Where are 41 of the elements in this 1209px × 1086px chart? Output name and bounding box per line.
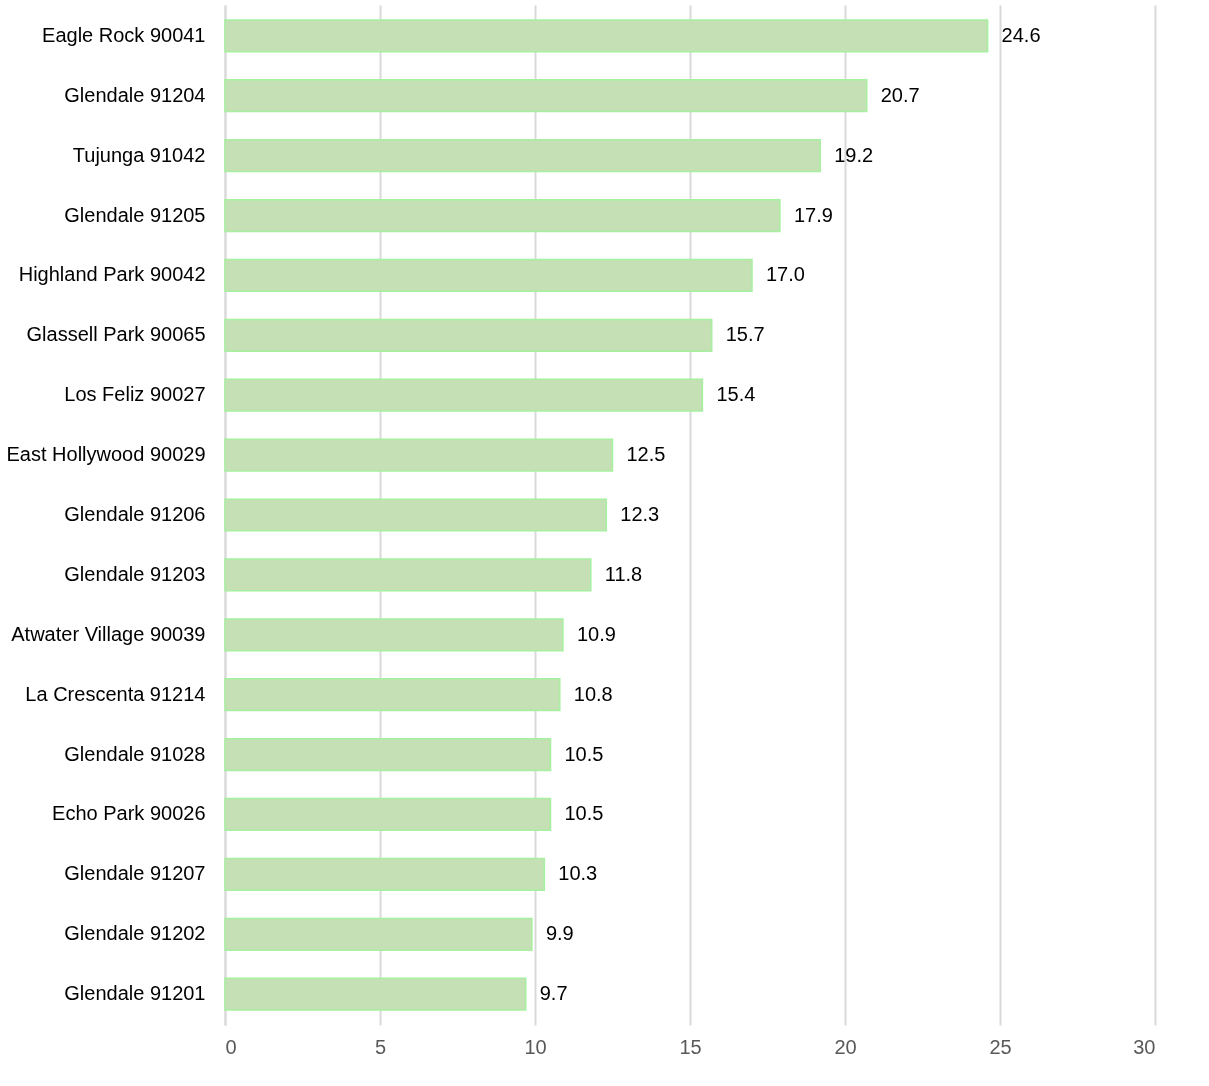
- data-label: 20.7: [880, 83, 920, 106]
- data-label: 10.8: [573, 682, 613, 705]
- y-tick-label: Glendale 91207: [64, 862, 206, 885]
- y-tick-label: East Hollywood 90029: [6, 443, 206, 466]
- data-label: 15.4: [716, 383, 756, 406]
- data-label: 17.9: [793, 203, 833, 226]
- y-tick-label: Glendale 91204: [64, 83, 206, 106]
- y-tick-label: Atwater Village 90039: [11, 622, 206, 645]
- y-tick-label: Eagle Rock 90041: [42, 23, 206, 46]
- data-label: 10.5: [564, 802, 604, 825]
- y-tick-label: La Crescenta 91214: [25, 682, 206, 705]
- x-tick-label: 5: [374, 1035, 387, 1058]
- data-label: 10.3: [558, 862, 598, 885]
- data-label: 12.5: [626, 443, 666, 466]
- data-label: 15.7: [725, 323, 765, 346]
- x-tick-label: 30: [1133, 1035, 1156, 1058]
- y-tick-label: Glendale 91202: [64, 922, 206, 945]
- y-tick-label: Glendale 91028: [64, 742, 206, 765]
- y-tick-label: Glendale 91205: [64, 203, 206, 226]
- y-tick-label: Glassell Park 90065: [26, 323, 206, 346]
- x-tick-label: 25: [989, 1035, 1012, 1058]
- y-tick-label: Glendale 91201: [64, 982, 206, 1005]
- data-label: 17.0: [766, 263, 805, 286]
- y-tick-label: Echo Park 90026: [52, 802, 206, 825]
- data-label: 24.6: [1001, 23, 1041, 46]
- data-label: 11.8: [604, 562, 643, 585]
- y-tick-label: Highland Park 90042: [18, 263, 206, 286]
- data-label: 19.2: [834, 143, 874, 166]
- data-label: 12.3: [620, 503, 660, 525]
- x-tick-label: 10: [524, 1035, 547, 1058]
- x-tick-label: 20: [834, 1035, 857, 1058]
- y-tick-label: Glendale 91203: [64, 562, 206, 585]
- y-tick-label: Tujunga 91042: [72, 143, 206, 166]
- data-label: 10.5: [564, 742, 604, 765]
- y-tick-label: Glendale 91206: [64, 503, 206, 525]
- y-tick-label: Los Feliz 90027: [64, 383, 206, 406]
- x-tick-label: 0: [225, 1035, 237, 1058]
- x-tick-label: 15: [679, 1035, 702, 1058]
- data-label: 9.9: [545, 922, 574, 945]
- data-label: 10.9: [576, 622, 616, 645]
- data-label: 9.7: [539, 982, 568, 1005]
